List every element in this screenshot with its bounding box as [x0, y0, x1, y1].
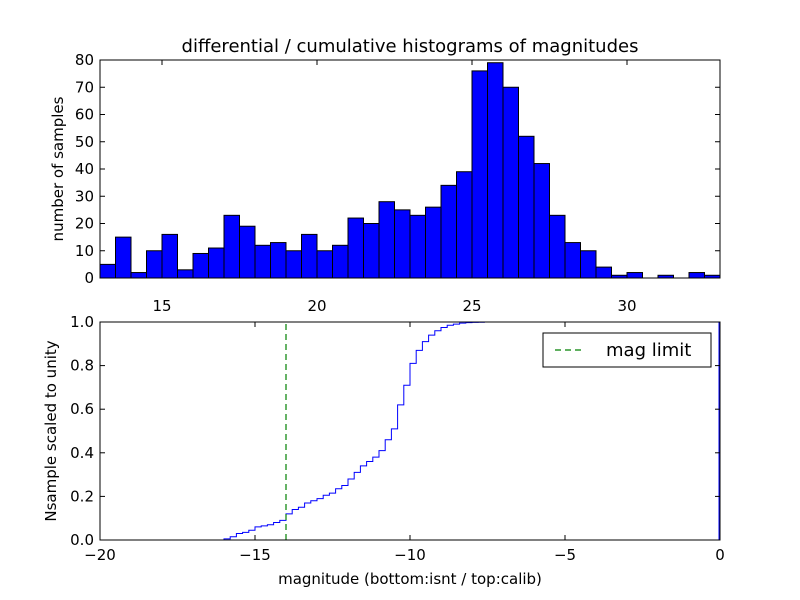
- histogram-y-tick-label: 20: [75, 215, 94, 233]
- cumulative-y-tick-label: 0.6: [70, 400, 94, 418]
- cumulative-x-tick-label: −5: [554, 546, 576, 564]
- histogram-bar: [471, 70, 488, 279]
- cumulative-ticks: 0.0 0.2 0.4 0.6 0.8 1.0 −20 −15 −10 −5 0: [70, 313, 725, 564]
- cumulative-y-tick-label: 0.0: [70, 531, 94, 549]
- histogram-bar: [239, 225, 256, 279]
- cumulative-y-axis-label: Nsample scaled to unity: [42, 340, 60, 521]
- histogram-y-tick-label: 30: [75, 187, 94, 205]
- histogram-bar: [549, 214, 566, 279]
- histogram-bar: [223, 214, 240, 279]
- histogram-bar: [363, 223, 380, 279]
- histogram-bars: [99, 62, 721, 279]
- legend-label-mag-limit: mag limit: [606, 340, 691, 361]
- histogram-ticks: 0 10 20 30 40 50 60 70 80 15 20 25 30: [75, 51, 720, 315]
- histogram-bar: [409, 214, 426, 279]
- histogram-bar: [301, 233, 318, 279]
- histogram-bar: [378, 201, 395, 279]
- cumulative-x-tick-label: −15: [239, 546, 271, 564]
- histogram-bar: [487, 62, 504, 279]
- histogram-y-tick-label: 40: [75, 160, 94, 178]
- histogram-bar: [688, 272, 705, 279]
- histogram-bar: [208, 247, 225, 279]
- cumulative-y-tick-label: 0.8: [70, 357, 94, 375]
- histogram-x-tick-label: 25: [462, 297, 481, 315]
- histogram-bar: [518, 135, 535, 279]
- histogram-frame: [99, 59, 721, 279]
- legend: mag limit: [542, 332, 712, 368]
- histogram-y-tick-label: 70: [75, 78, 94, 96]
- cumulative-y-tick-label: 0.2: [70, 487, 94, 505]
- histogram-y-axis-label: number of samples: [49, 96, 67, 241]
- cumulative-frame: [99, 321, 721, 541]
- histogram-bar: [626, 272, 643, 279]
- histogram-x-tick-label: 20: [307, 297, 326, 315]
- histogram-bar: [270, 242, 287, 279]
- histogram-bar: [192, 252, 209, 279]
- histogram-bar: [502, 86, 519, 279]
- histogram-bar: [254, 244, 271, 279]
- cumulative-y-tick-label: 1.0: [70, 313, 94, 331]
- cumulative-x-tick-label: −20: [84, 546, 116, 564]
- histogram-panel: differential / cumulative histograms of …: [49, 36, 721, 315]
- histogram-y-tick-label: 80: [75, 51, 94, 69]
- cumulative-lines: [100, 321, 720, 541]
- histogram-bar: [347, 217, 364, 279]
- histogram-bar: [99, 263, 116, 279]
- histogram-title: differential / cumulative histograms of …: [182, 36, 639, 57]
- histogram-bar: [177, 269, 194, 279]
- histogram-bar: [394, 209, 411, 279]
- histogram-bar: [130, 272, 147, 279]
- histogram-bar: [115, 236, 132, 279]
- histogram-bar: [595, 266, 612, 279]
- cumulative-x-tick-label: −10: [394, 546, 426, 564]
- histogram-bar: [146, 250, 163, 279]
- histogram-x-tick-label: 30: [617, 297, 636, 315]
- histogram-bar: [285, 250, 302, 279]
- cumulative-x-axis-label: magnitude (bottom:isnt / top:calib): [278, 570, 542, 588]
- histogram-bar: [564, 242, 581, 279]
- histogram-bar: [580, 250, 597, 279]
- histogram-bar: [440, 184, 457, 279]
- histogram-y-tick-label: 60: [75, 106, 94, 124]
- histogram-bar: [533, 163, 550, 279]
- histogram-y-tick-label: 0: [84, 269, 94, 287]
- histogram-bar: [161, 233, 178, 279]
- histogram-y-tick-label: 50: [75, 133, 94, 151]
- histogram-bar: [425, 206, 442, 279]
- histogram-y-tick-label: 10: [75, 242, 94, 260]
- cumulative-x-tick-label: 0: [715, 546, 725, 564]
- histogram-bar: [456, 171, 473, 279]
- cumulative-line: [100, 321, 720, 541]
- histogram-bar: [332, 244, 349, 279]
- cumulative-panel: Nsample scaled to unity magnitude (botto…: [42, 313, 725, 588]
- histogram-x-tick-label: 15: [152, 297, 171, 315]
- cumulative-y-tick-label: 0.4: [70, 444, 94, 462]
- histogram-bar: [316, 250, 333, 279]
